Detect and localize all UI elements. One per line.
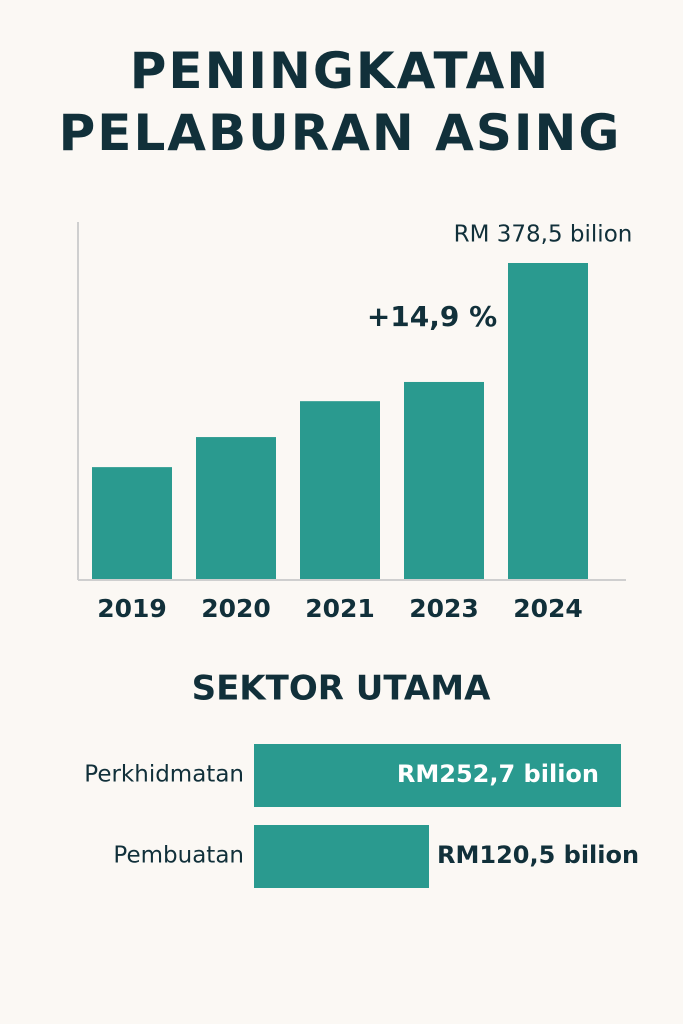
x-tick-label: 2024 — [513, 594, 583, 623]
x-tick-label: 2023 — [409, 594, 479, 623]
bar — [508, 263, 588, 579]
x-tick-label: 2020 — [201, 594, 271, 623]
value-label: RM 378,5 bilion — [454, 222, 633, 248]
bar — [404, 381, 484, 579]
bar — [254, 825, 430, 888]
value-label: RM252,7 bilion — [397, 760, 599, 788]
x-tick-label: 2019 — [97, 594, 167, 623]
bar — [300, 401, 380, 579]
category-label: Perkhidmatan — [84, 762, 244, 788]
bar — [254, 744, 621, 807]
bar — [92, 467, 172, 579]
value-label: RM120,5 bilion — [437, 841, 639, 869]
x-tick-label: 2021 — [305, 594, 375, 623]
page-title: PENINGKATAN PELABURAN ASING — [58, 42, 622, 162]
chart-title: SEKTOR UTAMA — [192, 669, 491, 709]
annotation: +14,9 % — [367, 300, 497, 333]
category-label: Pembuatan — [113, 843, 244, 869]
bar — [196, 437, 276, 579]
